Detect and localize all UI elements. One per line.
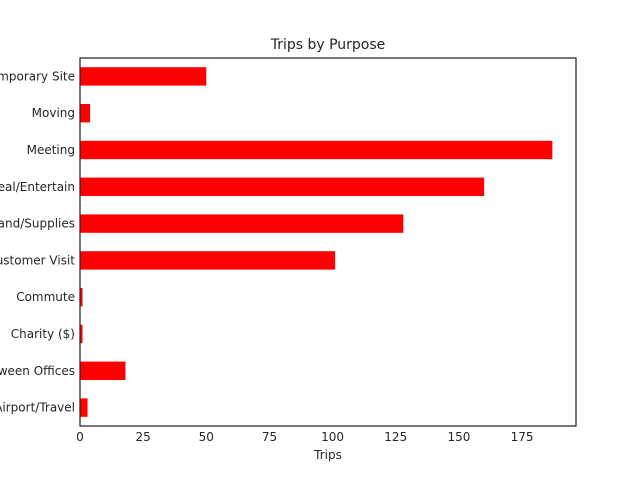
x-tick-label: 75 [262, 430, 277, 444]
x-tick-label: 150 [447, 430, 470, 444]
chart-title: Trips by Purpose [270, 37, 386, 53]
bar-temporary-site [80, 67, 207, 86]
y-tick-label: Temporary Site [0, 69, 75, 83]
plot-frame [79, 57, 577, 427]
x-tick-labels: 0 25 50 75 100 125 150 175 [76, 430, 533, 444]
x-tick-label: 100 [321, 430, 344, 444]
bar-charity [80, 324, 83, 344]
bar-moving [80, 104, 91, 123]
x-tick-label: 25 [136, 430, 151, 444]
y-tick-label: Airport/Travel [0, 401, 75, 415]
y-tick-label: Customer Visit [0, 253, 75, 267]
bar-meeting [80, 140, 553, 160]
x-axis-label: Trips [313, 448, 342, 462]
y-tick-label: Meeting [27, 143, 75, 157]
bar-commute [80, 288, 83, 307]
y-tick-label: Commute [16, 290, 75, 304]
bar-group [80, 67, 553, 417]
x-tick-label: 50 [199, 430, 214, 444]
y-tick-labels: Airport/Travel Between Offices Charity ($)… [0, 69, 75, 414]
bar-customer-visit [80, 251, 336, 270]
x-tick-label: 125 [384, 430, 407, 444]
bar-between-offices [80, 361, 126, 380]
bar-airport-travel [80, 398, 88, 417]
y-tick-label: Between Offices [0, 364, 75, 378]
x-tick-label: 175 [511, 430, 534, 444]
bar-errand-supplies [80, 214, 404, 233]
y-tick-label: Meal/Entertain [0, 180, 75, 194]
y-tick-label: Charity ($) [11, 327, 75, 341]
y-tick-label: Moving [32, 106, 75, 120]
y-tick-label: Errand/Supplies [0, 217, 75, 231]
bar-meal-entertain [80, 177, 485, 196]
x-tick-label: 0 [76, 430, 84, 444]
